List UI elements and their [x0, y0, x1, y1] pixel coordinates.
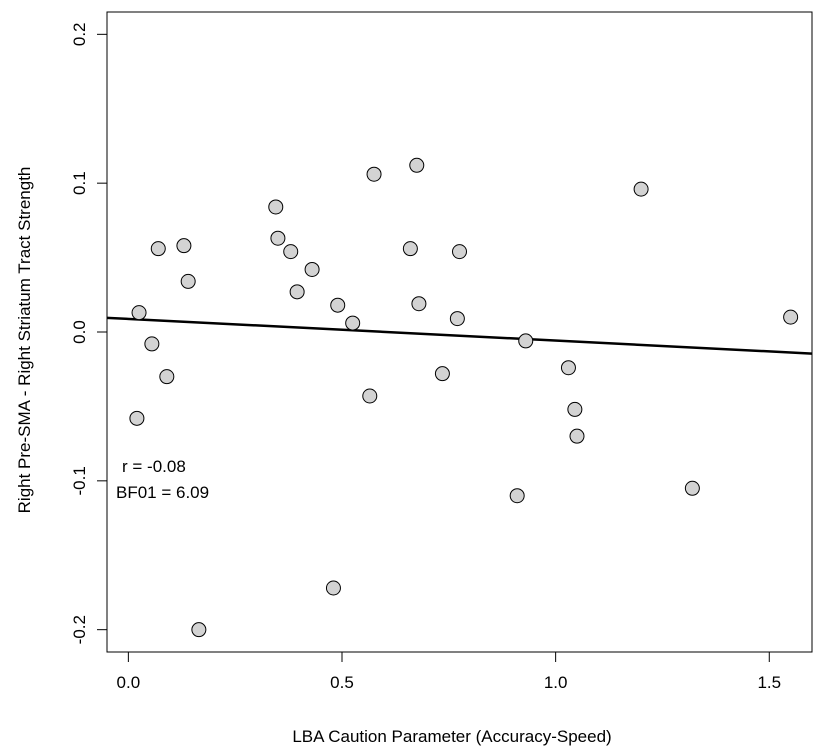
data-point — [144, 336, 160, 352]
regression-line — [106, 316, 813, 355]
plot-frame — [106, 11, 813, 653]
regression-line-group — [106, 316, 813, 355]
data-point — [362, 388, 378, 404]
data-point — [366, 166, 382, 182]
y-axis-label: Right Pre-SMA - Right Striatum Tract Str… — [15, 167, 34, 514]
x-tick-label: 1.5 — [757, 673, 781, 692]
data-point — [409, 157, 425, 173]
data-point — [402, 241, 418, 257]
annotation-bf01: BF01 = 6.09 — [116, 483, 209, 502]
x-axis-label: LBA Caution Parameter (Accuracy-Speed) — [292, 727, 611, 746]
annotation-r: r = -0.08 — [122, 457, 186, 476]
data-point — [411, 296, 427, 312]
x-tick-label: 1.0 — [544, 673, 568, 692]
x-tick-label: 0.5 — [330, 673, 354, 692]
data-point — [345, 315, 361, 331]
y-tick-label: 0.0 — [70, 320, 89, 344]
data-point — [180, 273, 196, 289]
data-point — [131, 305, 147, 321]
y-tick-label: 0.1 — [70, 171, 89, 195]
data-point — [560, 360, 576, 376]
data-point — [176, 238, 192, 254]
data-point — [452, 244, 467, 260]
data-point — [129, 410, 145, 426]
data-point — [567, 401, 583, 417]
data-point — [518, 333, 534, 349]
data-point — [325, 580, 341, 596]
data-point — [304, 261, 320, 277]
data-point — [509, 488, 525, 504]
data-point — [289, 284, 305, 300]
data-point — [150, 241, 166, 257]
y-tick-label: -0.1 — [70, 466, 89, 495]
data-points — [129, 157, 799, 638]
data-point — [569, 428, 585, 444]
data-point — [633, 181, 649, 197]
data-point — [330, 297, 346, 313]
data-point — [159, 369, 175, 385]
data-point — [449, 311, 465, 327]
data-point — [434, 366, 450, 382]
data-point — [283, 244, 299, 260]
x-tick-label: 0.0 — [117, 673, 141, 692]
data-point — [783, 309, 799, 325]
data-point — [191, 622, 207, 638]
data-point — [684, 480, 700, 496]
y-axis: -0.2 -0.1 0.0 0.1 0.2 — [70, 23, 108, 644]
data-point — [270, 230, 286, 246]
x-axis: 0.0 0.5 1.0 1.5 — [117, 651, 781, 692]
y-tick-label: 0.2 — [70, 23, 89, 47]
data-point — [268, 199, 284, 215]
y-tick-label: -0.2 — [70, 615, 89, 644]
